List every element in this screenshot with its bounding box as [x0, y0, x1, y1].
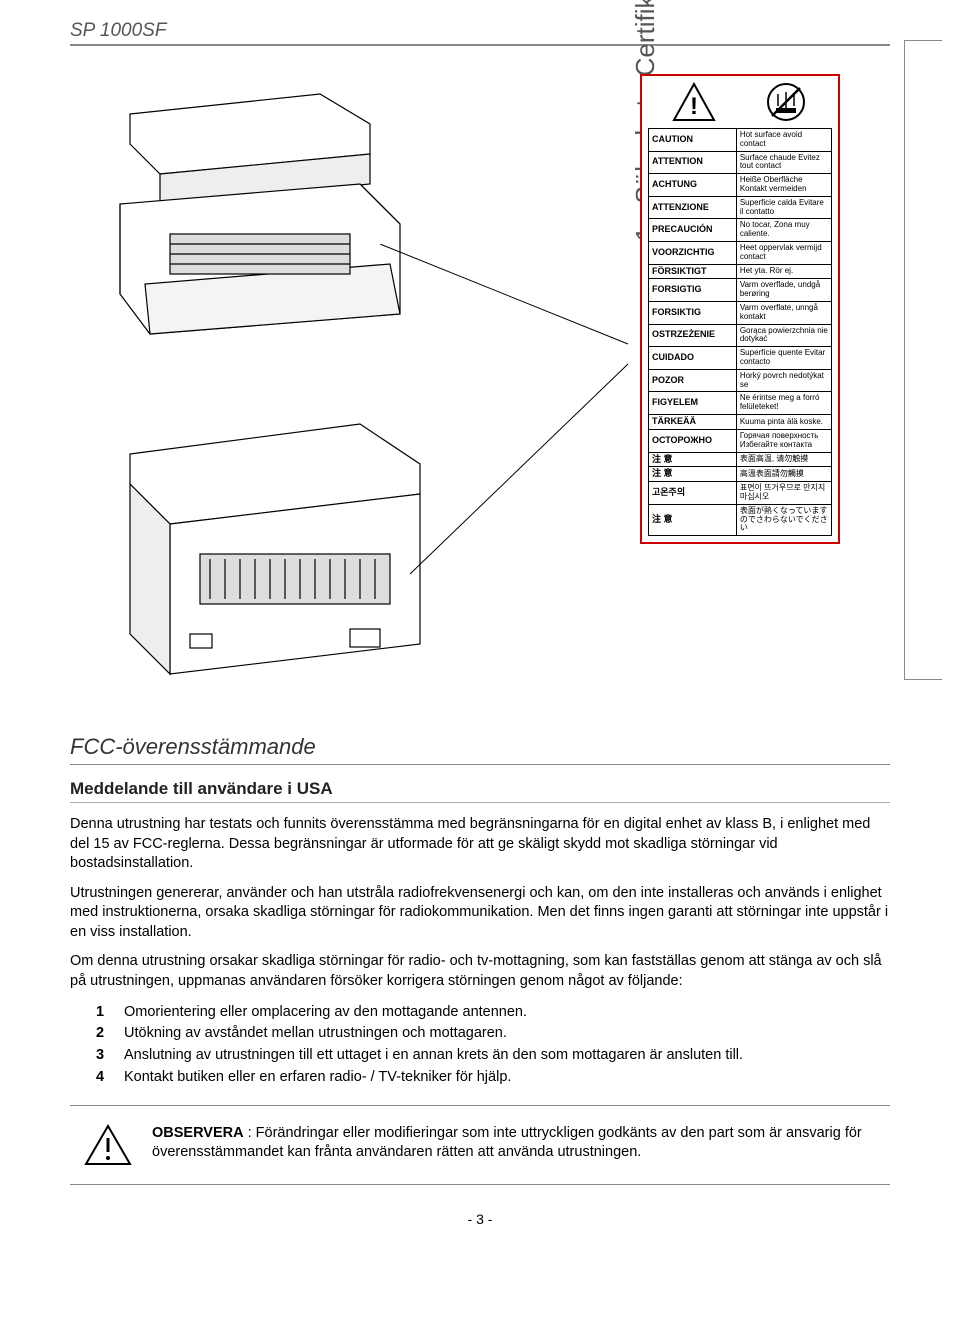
caution-lang: ОСТОРОЖНО — [649, 429, 737, 452]
caution-msg: Heiße Oberfläche Kontakt vermeiden — [736, 174, 831, 197]
caution-row: FÖRSIKTIGTHet yta. Rör ej. — [649, 264, 832, 279]
body-paragraph-2: Utrustningen genererar, använder och han… — [70, 884, 890, 943]
caution-row: OSTRZEŻENIEGorąca powierzchnia nie dotyk… — [649, 324, 832, 347]
list-text: Kontakt butiken eller en erfaren radio- … — [124, 1067, 511, 1089]
caution-lang: ATTENTION — [649, 151, 737, 174]
caution-row: FIGYELEMNe érintse meg a forró felületek… — [649, 392, 832, 415]
caution-msg: Heet oppervlak vermijd contact — [736, 241, 831, 264]
caution-lang: 注 意 — [649, 452, 737, 467]
list-text: Anslutning av utrustningen till ett utta… — [124, 1045, 743, 1067]
page-header: SP 1000SF — [70, 20, 890, 46]
caution-row: FORSIGTIGVarm overflade, undgå berøring — [649, 279, 832, 302]
caution-msg: No tocar, Zona muy caliente. — [736, 219, 831, 242]
caution-multilang-table: CAUTIONHot surface avoid contactATTENTIO… — [648, 128, 832, 536]
caution-row: POZORHorký povrch nedotýkat se — [649, 369, 832, 392]
caution-msg: 高溫表面請勿觸摸 — [736, 467, 831, 482]
caution-row: ОСТОРОЖНОГорячая поверхность Избегайте к… — [649, 429, 832, 452]
caution-row: ACHTUNGHeiße Oberfläche Kontakt vermeide… — [649, 174, 832, 197]
observe-note-text: OBSERVERA : Förändringar eller modifieri… — [152, 1124, 886, 1163]
caution-lang: 注 意 — [649, 504, 737, 535]
list-item: 1 Omorientering eller omplacering av den … — [96, 1002, 890, 1024]
body-paragraph-1: Denna utrustning har testats och funnits… — [70, 815, 890, 874]
warning-triangle-icon: ! — [672, 82, 716, 122]
caution-msg: Hot surface avoid contact — [736, 129, 831, 152]
caution-lang: TÄRKEÄÄ — [649, 415, 737, 430]
caution-row: VOORZICHTIGHeet oppervlak vermijd contac… — [649, 241, 832, 264]
chapter-tab — [904, 40, 942, 680]
list-number: 1 — [96, 1002, 110, 1024]
printer-top-illustration — [90, 84, 410, 344]
caution-row: CAUTIONHot surface avoid contact — [649, 129, 832, 152]
caution-row: 注 意表面が熱くなっています のでさわらないでください — [649, 504, 832, 535]
caution-lang: 注 意 — [649, 467, 737, 482]
caution-msg: Superficie calda Evitare il contatto — [736, 196, 831, 219]
caution-msg: Het yta. Rör ej. — [736, 264, 831, 279]
caution-lang: VOORZICHTIG — [649, 241, 737, 264]
caution-lang: FIGYELEM — [649, 392, 737, 415]
caution-lang: ATTENZIONE — [649, 196, 737, 219]
caution-lang: 고온주의 — [649, 482, 737, 505]
svg-text:!: ! — [690, 93, 698, 120]
observe-body: : Förändringar eller modifieringar som i… — [152, 1125, 862, 1161]
caution-msg: Horký povrch nedotýkat se — [736, 369, 831, 392]
warning-triangle-icon — [84, 1124, 132, 1166]
caution-msg: 표면이 뜨거우므로 만지지 마십시오 — [736, 482, 831, 505]
caution-lang: CUIDADO — [649, 347, 737, 370]
printer-diagram-area: ! CAUTIONHot surface avoid contactATTENT… — [70, 64, 890, 704]
caution-lang: CAUTION — [649, 129, 737, 152]
list-text: Utökning av avståndet mellan utrustninge… — [124, 1023, 507, 1045]
caution-row: PRECAUCIÓNNo tocar, Zona muy caliente. — [649, 219, 832, 242]
caution-row: 注 意表面高温, 请勿触摸 — [649, 452, 832, 467]
body-paragraph-3: Om denna utrustning orsakar skadliga stö… — [70, 952, 890, 991]
caution-lang: FÖRSIKTIGT — [649, 264, 737, 279]
caution-lang: ACHTUNG — [649, 174, 737, 197]
caution-msg: Superfície quente Evitar contacto — [736, 347, 831, 370]
caution-msg: Ne érintse meg a forró felületeket! — [736, 392, 831, 415]
model-name: SP 1000SF — [70, 20, 166, 41]
section-title: FCC-överensstämmande — [70, 734, 890, 765]
caution-msg: Горячая поверхность Избегайте контакта — [736, 429, 831, 452]
caution-label: ! CAUTIONHot surface avoid contactATTENT… — [640, 74, 840, 544]
caution-row: TÄRKEÄÄKuuma pinta älä koske. — [649, 415, 832, 430]
list-number: 3 — [96, 1045, 110, 1067]
remedies-list: 1 Omorientering eller omplacering av den … — [96, 1002, 890, 1089]
caution-msg: Gorąca powierzchnia nie dotykać — [736, 324, 831, 347]
list-text: Omorientering eller omplacering av den m… — [124, 1002, 527, 1024]
caution-msg: Surface chaude Evitez tout contact — [736, 151, 831, 174]
caution-lang: FORSIKTIG — [649, 302, 737, 325]
caution-msg: Varm overflade, undgå berøring — [736, 279, 831, 302]
caution-msg: Kuuma pinta älä koske. — [736, 415, 831, 430]
list-item: 4 Kontakt butiken eller en erfaren radio-… — [96, 1067, 890, 1089]
subsection-title: Meddelande till användare i USA — [70, 779, 890, 803]
caution-msg: 表面高温, 请勿触摸 — [736, 452, 831, 467]
caution-lang: OSTRZEŻENIE — [649, 324, 737, 347]
caution-lang: PRECAUCIÓN — [649, 219, 737, 242]
list-number: 4 — [96, 1067, 110, 1089]
observe-label: OBSERVERA — [152, 1125, 244, 1141]
caution-row: CUIDADOSuperfície quente Evitar contacto — [649, 347, 832, 370]
caution-msg: Varm overflate, unngå kontakt — [736, 302, 831, 325]
printer-bottom-illustration — [100, 404, 440, 684]
list-item: 2 Utökning av avståndet mellan utrustning… — [96, 1023, 890, 1045]
observe-note: OBSERVERA : Förändringar eller modifieri… — [70, 1105, 890, 1185]
caution-row: 고온주의표면이 뜨거우므로 만지지 마십시오 — [649, 482, 832, 505]
caution-row: ATTENTIONSurface chaude Evitez tout cont… — [649, 151, 832, 174]
list-number: 2 — [96, 1023, 110, 1045]
hot-surface-icon — [764, 82, 808, 122]
caution-msg: 表面が熱くなっています のでさわらないでください — [736, 504, 831, 535]
page-number: - 3 - — [70, 1211, 890, 1227]
caution-lang: FORSIGTIG — [649, 279, 737, 302]
caution-lang: POZOR — [649, 369, 737, 392]
list-item: 3 Anslutning av utrustningen till ett utt… — [96, 1045, 890, 1067]
caution-row: ATTENZIONESuperficie calda Evitare il co… — [649, 196, 832, 219]
caution-row: 注 意高溫表面請勿觸摸 — [649, 467, 832, 482]
caution-row: FORSIKTIGVarm overflate, unngå kontakt — [649, 302, 832, 325]
